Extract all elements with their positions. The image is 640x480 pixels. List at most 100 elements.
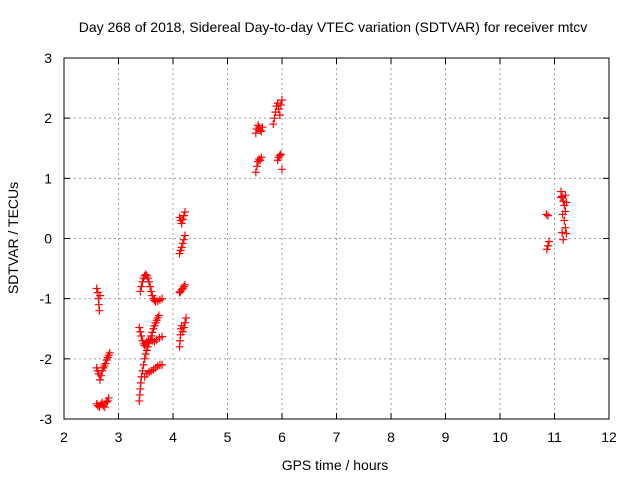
data-point: [278, 165, 286, 174]
data-point: [142, 346, 151, 355]
data-point: [148, 328, 157, 337]
data-point: [139, 360, 148, 369]
data-point: [257, 153, 266, 162]
data-point: [561, 223, 570, 232]
data-point: [100, 402, 109, 411]
x-tick-label: 11: [547, 429, 562, 445]
data-point: [558, 210, 567, 219]
data-point: [158, 332, 167, 341]
data-point: [178, 327, 187, 336]
x-tick-label: 5: [224, 429, 232, 445]
data-point: [136, 287, 145, 296]
y-tick-label: 1: [44, 170, 52, 186]
y-tick-label: -2: [40, 351, 53, 367]
data-point: [251, 129, 260, 138]
data-point: [99, 363, 108, 372]
data-point: [137, 331, 146, 340]
data-point: [153, 362, 162, 371]
data-point: [273, 99, 282, 108]
data-points: [92, 96, 571, 411]
data-point: [180, 280, 189, 289]
data-point: [141, 270, 150, 279]
y-axis-label: SDTVAR / TECUs: [5, 182, 21, 294]
data-point: [141, 350, 150, 359]
y-tick-label: 0: [44, 231, 52, 247]
data-point: [95, 375, 104, 384]
data-point: [543, 241, 552, 250]
data-point: [558, 228, 567, 237]
x-tick-label: 8: [387, 429, 395, 445]
data-point: [542, 210, 551, 219]
data-point: [561, 191, 570, 200]
data-point: [146, 282, 155, 291]
data-point: [257, 127, 266, 136]
data-point: [278, 96, 286, 105]
x-tick-label: 12: [601, 429, 617, 445]
data-point: [136, 327, 145, 336]
data-point: [97, 371, 106, 380]
data-point: [95, 291, 104, 300]
data-point: [150, 296, 159, 305]
data-point: [138, 366, 147, 375]
x-tick-label: 10: [492, 429, 508, 445]
data-point: [177, 219, 186, 228]
data-point: [275, 151, 284, 160]
data-point: [145, 277, 154, 286]
data-point: [270, 114, 279, 123]
data-point: [147, 287, 156, 296]
data-point: [542, 245, 551, 254]
data-point: [559, 235, 568, 244]
chart-title: Day 268 of 2018, Sidereal Day-to-day VTE…: [79, 19, 588, 35]
x-tick-label: 9: [442, 429, 450, 445]
data-point: [180, 231, 189, 240]
data-point: [179, 235, 188, 244]
data-point: [145, 339, 154, 348]
data-point: [155, 295, 164, 304]
data-point: [137, 282, 146, 291]
data-point: [179, 211, 188, 220]
data-point: [178, 239, 187, 248]
data-point: [562, 198, 571, 207]
x-tick-labels: 2 3 4 5 6 7 8 9 10 11 12: [60, 429, 617, 445]
data-point: [102, 398, 111, 407]
data-point: [560, 216, 569, 225]
data-point: [180, 318, 189, 327]
x-tick-label: 2: [60, 429, 68, 445]
data-point: [179, 323, 188, 332]
data-point: [545, 237, 554, 246]
data-point: [143, 274, 152, 283]
y-tick-label: 2: [44, 110, 52, 126]
data-point: [158, 294, 167, 303]
data-point: [178, 215, 187, 224]
y-tick-label: -3: [40, 411, 53, 427]
axis-ticks: [63, 57, 610, 420]
data-point: [252, 162, 261, 171]
data-point: [182, 313, 191, 322]
data-point: [179, 282, 188, 291]
x-tick-label: 7: [333, 429, 341, 445]
data-point: [101, 359, 110, 368]
data-point: [177, 243, 186, 252]
data-point: [147, 331, 156, 340]
data-point: [258, 123, 267, 132]
data-point: [254, 121, 263, 130]
data-point: [274, 105, 283, 114]
x-tick-label: 6: [278, 429, 286, 445]
data-point: [276, 100, 285, 109]
data-point: [154, 311, 163, 320]
data-point: [99, 401, 108, 410]
data-point: [104, 393, 113, 402]
data-point: [158, 360, 167, 369]
data-point: [180, 208, 189, 217]
data-point: [557, 193, 566, 202]
data-point: [140, 354, 149, 363]
x-tick-label: 4: [169, 429, 177, 445]
x-tick-label: 3: [115, 429, 123, 445]
data-point: [95, 306, 104, 315]
y-tick-label: -1: [40, 291, 53, 307]
data-point: [92, 284, 101, 293]
y-tick-label: 3: [44, 50, 52, 66]
data-point: [276, 150, 285, 159]
data-point: [562, 229, 571, 238]
data-point: [143, 342, 152, 351]
